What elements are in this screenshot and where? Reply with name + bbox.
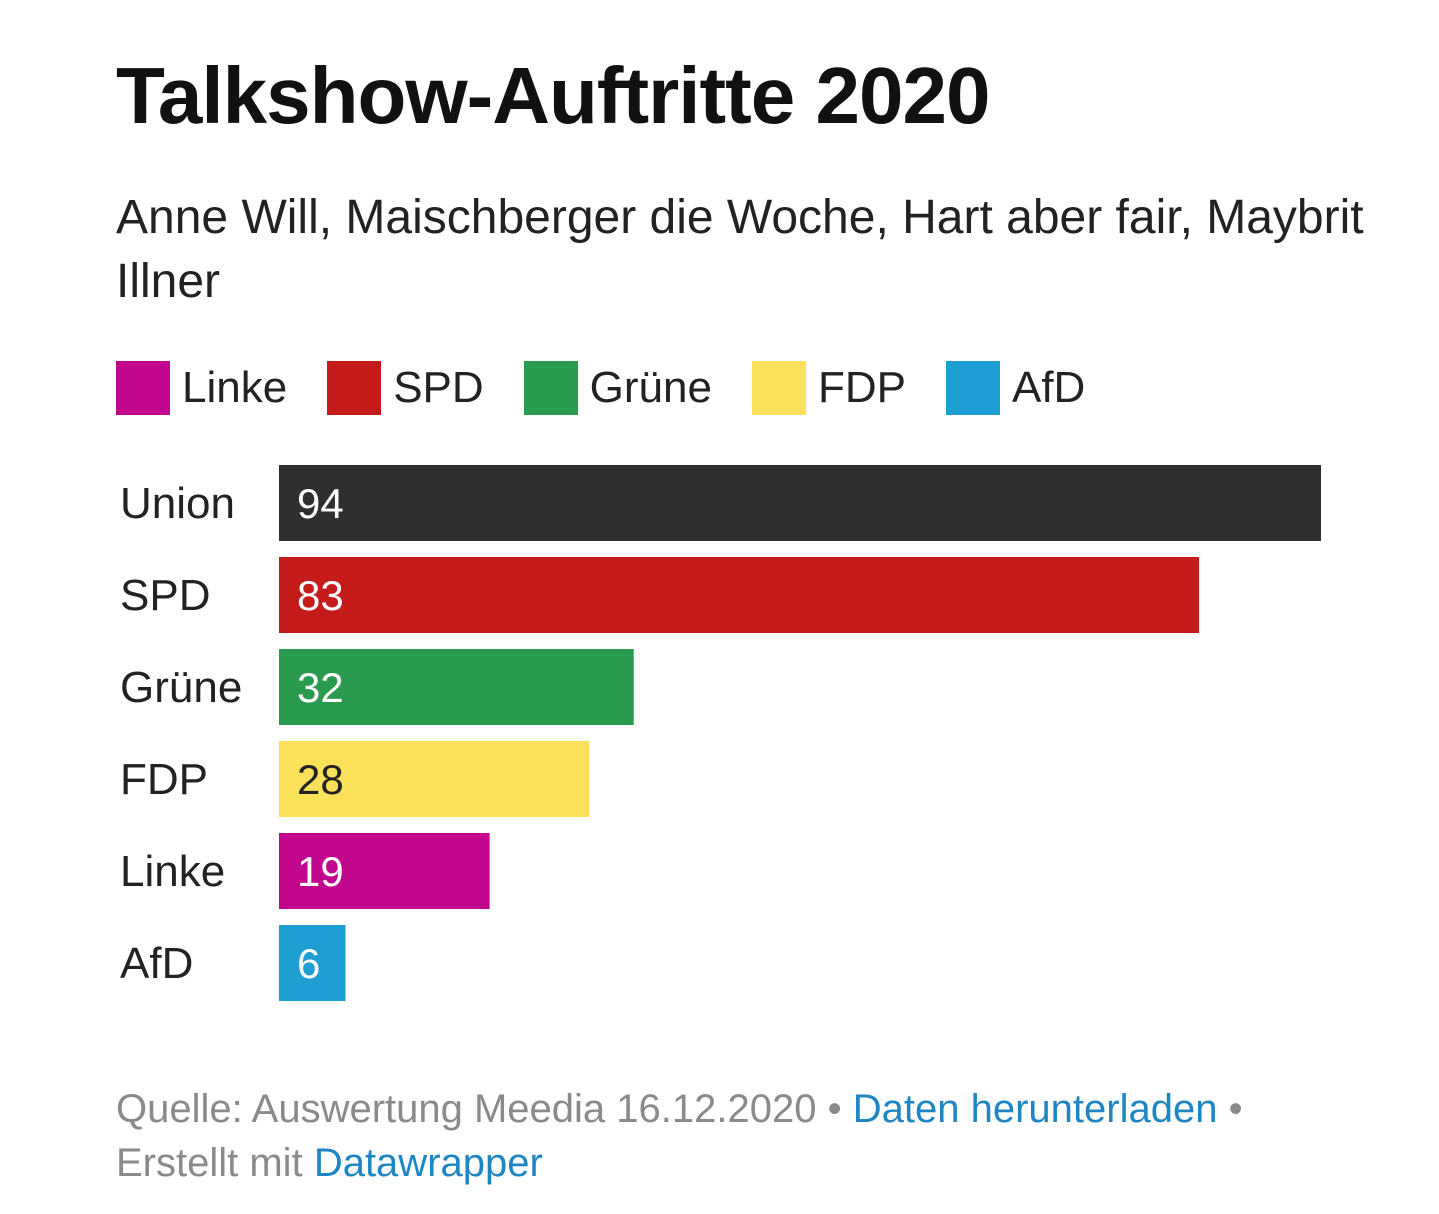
legend-label-fdp: FDP (817, 363, 906, 412)
chart-subtitle: Anne Will, Maischberger die Woche, Hart … (116, 191, 1364, 308)
datawrapper-link[interactable]: Datawrapper (313, 1141, 543, 1185)
value-label-linke: 19 (297, 848, 344, 895)
category-label-union: Union (120, 479, 235, 528)
legend-label-linke: Linke (182, 363, 288, 412)
bar-fdp (279, 741, 590, 817)
legend-item-afd: AfD (945, 361, 1086, 415)
download-data-link[interactable]: Daten herunterladen (852, 1087, 1218, 1131)
legend-swatch-linke (116, 361, 170, 415)
legend-item-linke: Linke (116, 361, 287, 415)
category-label-fdp: FDP (120, 755, 208, 804)
value-label-union: 94 (297, 480, 344, 527)
created-with-text: Erstellt mit (116, 1141, 303, 1185)
bar-linke (279, 833, 490, 909)
bar-union (279, 465, 1321, 541)
category-label-gr-ne: Grüne (120, 663, 242, 712)
bar-afd (279, 925, 346, 1001)
chart-footer: Quelle: Auswertung Meedia 16.12.2020 • D… (116, 1082, 1366, 1190)
legend-swatch-gruene (523, 361, 578, 415)
category-label-linke: Linke (120, 847, 225, 896)
category-label-spd: SPD (120, 571, 210, 620)
category-label-afd: AfD (120, 939, 193, 988)
legend-swatch-spd (327, 361, 382, 415)
legend-item-spd: SPD (327, 361, 484, 415)
value-label-spd: 83 (297, 572, 344, 619)
footer-separator: • (827, 1087, 842, 1131)
legend-swatch-afd (945, 361, 1000, 415)
legend: Linke SPD Grüne FDP AfD (116, 361, 1125, 415)
bar-gr-ne (279, 649, 634, 725)
source-text: Quelle: Auswertung Meedia 16.12.2020 (116, 1087, 817, 1131)
bar-spd (279, 557, 1200, 633)
legend-label-spd: SPD (393, 363, 484, 412)
value-label-afd: 6 (297, 940, 320, 987)
footer-separator-2: • (1228, 1087, 1243, 1131)
legend-item-fdp: FDP (751, 361, 906, 415)
chart-title: Talkshow-Auftritte 2020 (116, 51, 990, 140)
legend-label-afd: AfD (1011, 363, 1086, 412)
value-label-fdp: 28 (297, 756, 344, 803)
legend-label-gruene: Grüne (589, 363, 712, 412)
legend-swatch-fdp (751, 361, 806, 415)
value-label-gr-ne: 32 (297, 664, 344, 711)
legend-item-gruene: Grüne (523, 361, 712, 415)
